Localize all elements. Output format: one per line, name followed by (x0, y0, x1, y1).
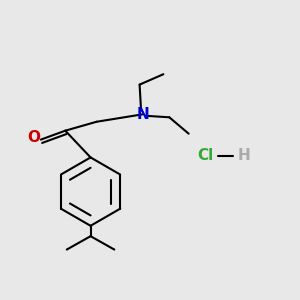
Text: Cl: Cl (197, 148, 213, 164)
Text: H: H (237, 148, 250, 164)
Text: O: O (28, 130, 40, 145)
Text: N: N (136, 107, 149, 122)
